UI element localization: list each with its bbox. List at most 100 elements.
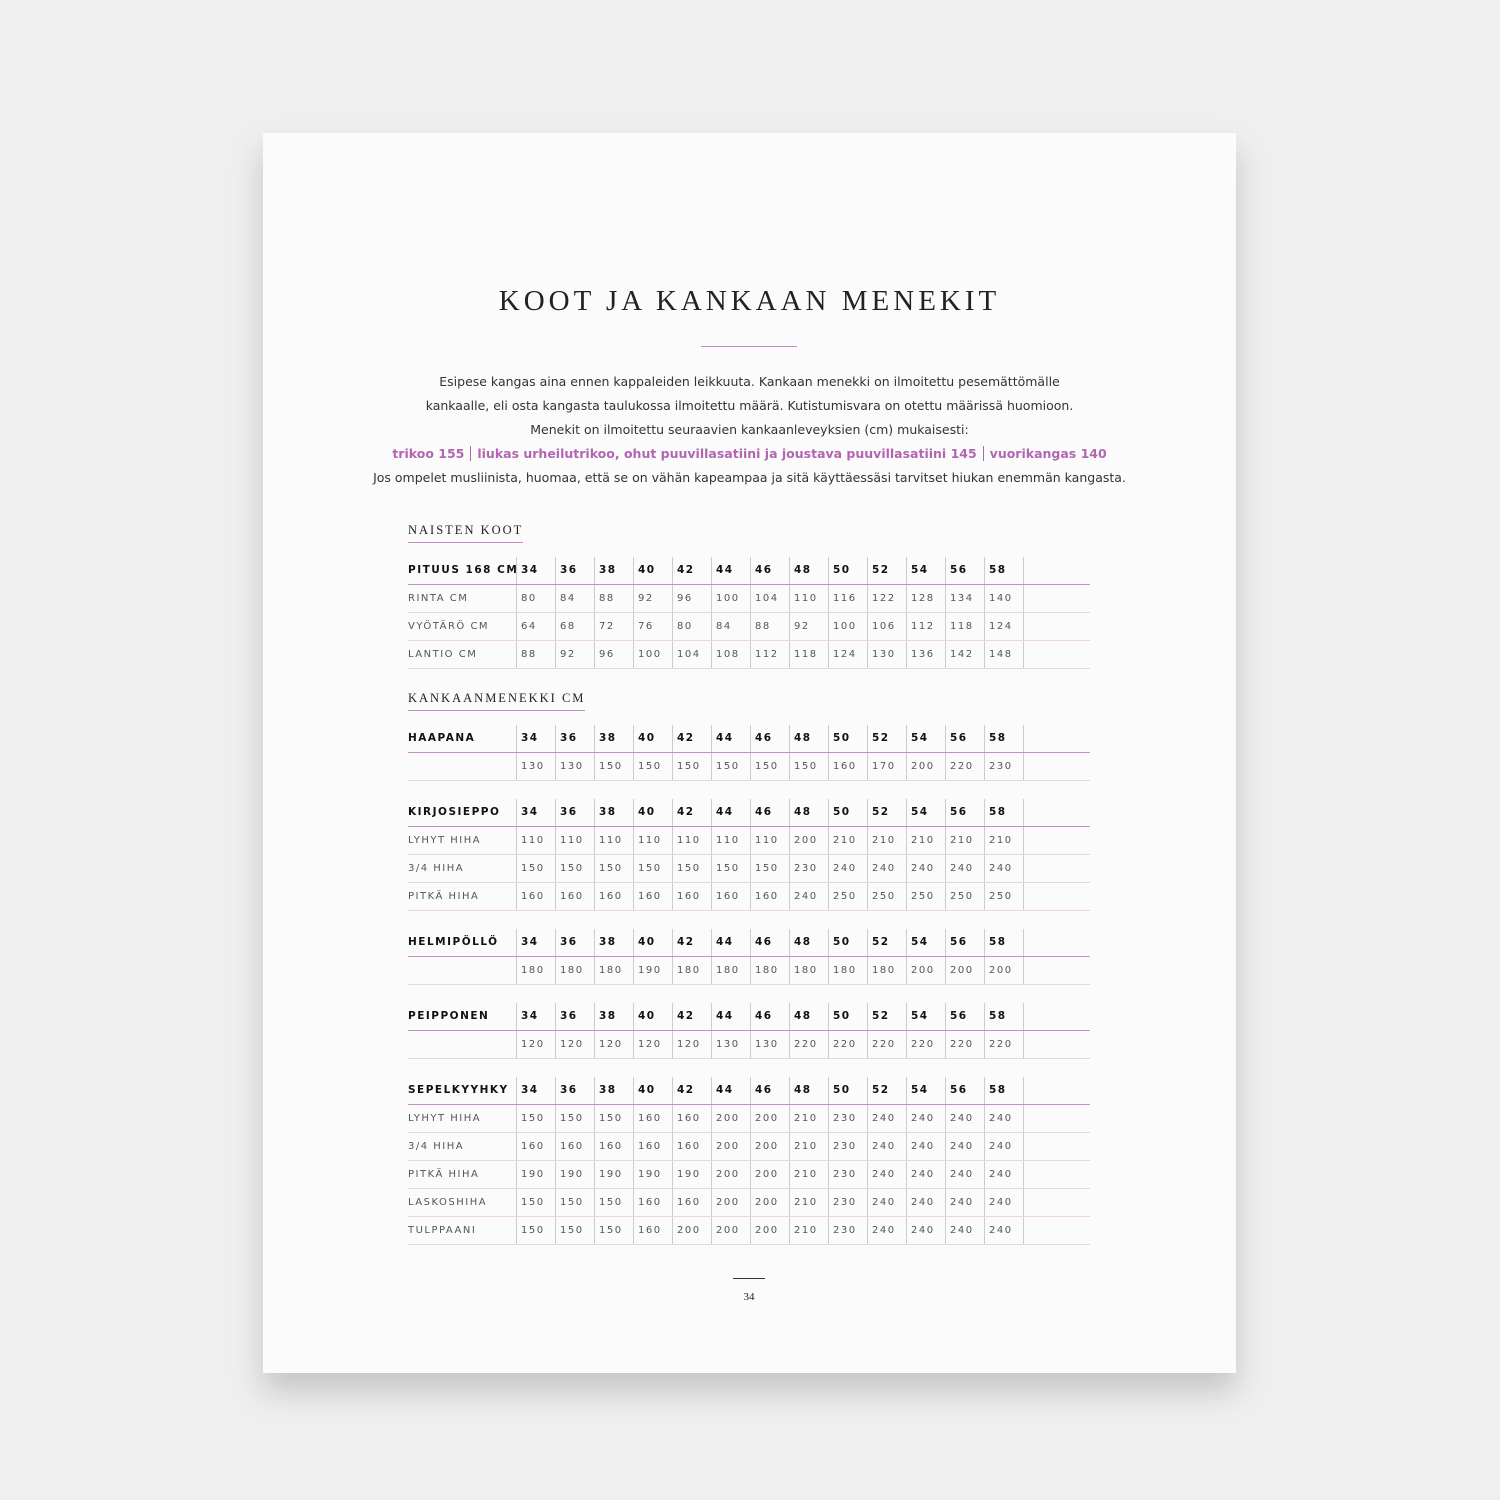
value: 240 — [984, 1133, 1023, 1160]
size: 50 — [828, 929, 867, 956]
value: 240 — [984, 1161, 1023, 1188]
empty-cell — [1023, 725, 1090, 752]
size: 46 — [750, 1077, 789, 1104]
tables: NAISTEN KOOT PITUUS 168 CM 34 36 38 40 42 44 46 4… — [408, 519, 1090, 1263]
value: 150 — [633, 855, 672, 882]
value: 160 — [711, 883, 750, 910]
value: 160 — [555, 1133, 594, 1160]
value: 210 — [828, 827, 867, 854]
data-row: 130 130 150 150 150 150 150 150 160 170 200 220 230 — [408, 753, 1090, 781]
page: KOOT JA KANKAAN MENEKIT Esipese kangas a… — [263, 133, 1236, 1373]
value: 240 — [906, 1161, 945, 1188]
size: 56 — [945, 929, 984, 956]
size: 40 — [633, 1003, 672, 1030]
size: 40 — [633, 929, 672, 956]
value: 150 — [750, 855, 789, 882]
data-row: VYÖTÄRÖ CM 64 68 72 76 80 84 88 92 100 106 112 118 12… — [408, 613, 1090, 641]
row-label: TULPPAANI — [408, 1225, 477, 1236]
value: 240 — [906, 855, 945, 882]
size: 58 — [984, 725, 1023, 752]
value: 220 — [867, 1031, 906, 1058]
size: 34 — [516, 557, 555, 584]
size: 42 — [672, 557, 711, 584]
table-heading: KIRJOSIEPPO — [408, 806, 501, 818]
value: 220 — [789, 1031, 828, 1058]
value: 76 — [633, 613, 672, 640]
value: 220 — [945, 753, 984, 780]
size: 48 — [789, 1003, 828, 1030]
value: 190 — [555, 1161, 594, 1188]
value: 110 — [750, 827, 789, 854]
size: 36 — [555, 929, 594, 956]
data-row: 3/4 HIHA 160 160 160 160 160 200 200 210 230 240 24… — [408, 1133, 1090, 1161]
size-table: KIRJOSIEPPO 34 36 38 40 42 44 46 48 50 52 54 56 58 LYH… — [408, 799, 1090, 911]
table-heading: PEIPPONEN — [408, 1010, 490, 1022]
size: 34 — [516, 1003, 555, 1030]
size: 44 — [711, 1077, 750, 1104]
size: 58 — [984, 1077, 1023, 1104]
value: 190 — [633, 1161, 672, 1188]
value: 148 — [984, 641, 1023, 668]
size: 46 — [750, 1003, 789, 1030]
size: 36 — [555, 725, 594, 752]
size: 44 — [711, 557, 750, 584]
size: 56 — [945, 799, 984, 826]
value: 100 — [633, 641, 672, 668]
empty-cell — [1023, 557, 1090, 584]
value: 200 — [750, 1189, 789, 1216]
value: 106 — [867, 613, 906, 640]
value: 240 — [984, 1189, 1023, 1216]
value: 210 — [789, 1105, 828, 1132]
empty-cell — [1023, 1189, 1090, 1216]
data-row: RINTA CM 80 84 88 92 96 100 104 110 116 122 128 134 1… — [408, 585, 1090, 613]
empty-cell — [1023, 957, 1090, 984]
value: 120 — [594, 1031, 633, 1058]
value: 200 — [984, 957, 1023, 984]
value: 200 — [945, 957, 984, 984]
header-row: HELMIPÖLLÖ 34 36 38 40 42 44 46 48 50 52 54 56 58 — [408, 929, 1090, 957]
value: 110 — [711, 827, 750, 854]
size-table: HAAPANA 34 36 38 40 42 44 46 48 50 52 54 56 58 130 130 1… — [408, 725, 1090, 781]
size: 38 — [594, 1003, 633, 1030]
value: 240 — [906, 1133, 945, 1160]
value: 160 — [633, 883, 672, 910]
table-heading: HAAPANA — [408, 732, 476, 744]
size: 44 — [711, 929, 750, 956]
value: 180 — [789, 957, 828, 984]
size: 46 — [750, 929, 789, 956]
value: 150 — [672, 855, 711, 882]
value: 240 — [945, 1133, 984, 1160]
size: 56 — [945, 557, 984, 584]
value: 150 — [672, 753, 711, 780]
value: 180 — [828, 957, 867, 984]
value: 128 — [906, 585, 945, 612]
size: 48 — [789, 557, 828, 584]
value: 240 — [984, 1105, 1023, 1132]
value: 118 — [945, 613, 984, 640]
value: 130 — [750, 1031, 789, 1058]
value: 240 — [945, 1161, 984, 1188]
empty-cell — [1023, 1161, 1090, 1188]
value: 64 — [516, 613, 555, 640]
section-title: KANKAANMENEKKI CM — [408, 691, 586, 711]
value: 160 — [594, 1133, 633, 1160]
size: 34 — [516, 799, 555, 826]
size: 54 — [906, 1077, 945, 1104]
row-label: LANTIO CM — [408, 649, 478, 660]
data-row: LANTIO CM 88 92 96 100 104 108 112 118 124 130 136 1… — [408, 641, 1090, 669]
empty-cell — [1023, 1003, 1090, 1030]
size: 58 — [984, 1003, 1023, 1030]
value: 180 — [516, 957, 555, 984]
empty-cell — [1023, 929, 1090, 956]
size: 56 — [945, 1077, 984, 1104]
value: 160 — [828, 753, 867, 780]
value: 108 — [711, 641, 750, 668]
value: 112 — [750, 641, 789, 668]
value: 200 — [750, 1133, 789, 1160]
value: 92 — [789, 613, 828, 640]
value: 160 — [672, 1133, 711, 1160]
value: 120 — [555, 1031, 594, 1058]
value: 160 — [594, 883, 633, 910]
value: 210 — [906, 827, 945, 854]
value: 110 — [555, 827, 594, 854]
